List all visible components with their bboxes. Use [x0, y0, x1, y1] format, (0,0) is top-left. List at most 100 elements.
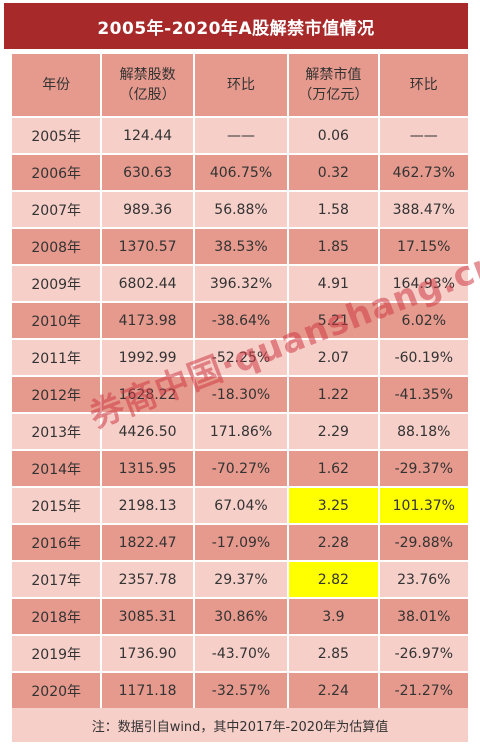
cell-value: 2.82 — [289, 562, 378, 597]
table-row: 2007年 989.36 56.88% 1.58 388.47% — [12, 192, 468, 227]
cell-value: 1.85 — [289, 229, 378, 264]
header-shares-change: 环比 — [194, 54, 288, 116]
cell-shares-chg: -18.30% — [194, 377, 288, 412]
table-row: 2012年 1628.22 -18.30% 1.22 -41.35% — [12, 377, 468, 412]
table-row: 2010年 4173.98 -38.64% 5.21 6.02% — [12, 303, 468, 338]
cell-value-chg: 388.47% — [379, 192, 468, 227]
cell-shares-chg: —— — [194, 118, 288, 153]
header-shares-line1: 解禁股数 — [119, 67, 176, 83]
cell-value: 5.21 — [289, 303, 378, 338]
cell-value-chg: 17.15% — [379, 229, 468, 264]
cell-year: 2007年 — [12, 192, 101, 227]
cell-value-chg: 101.37% — [379, 488, 468, 523]
cell-value: 4.91 — [289, 266, 378, 301]
cell-shares: 1171.18 — [102, 673, 193, 708]
cell-year: 2015年 — [12, 488, 101, 523]
cell-value: 2.07 — [289, 340, 378, 375]
cell-shares: 1370.57 — [102, 229, 193, 264]
cell-shares: 989.36 — [102, 192, 193, 227]
cell-shares: 124.44 — [102, 118, 193, 153]
cell-value: 1.22 — [289, 377, 378, 412]
cell-shares-chg: 396.32% — [194, 266, 288, 301]
cell-shares: 630.63 — [102, 155, 193, 190]
cell-year: 2020年 — [12, 673, 101, 708]
cell-value-chg: -21.27% — [379, 673, 468, 708]
cell-shares: 3085.31 — [102, 599, 193, 634]
cell-year: 2014年 — [12, 451, 101, 486]
cell-shares-chg: -38.64% — [194, 303, 288, 338]
cell-shares: 2357.78 — [102, 562, 193, 597]
table-row: 2016年 1822.47 -17.09% 2.28 -29.88% — [12, 525, 468, 560]
cell-shares: 1822.47 — [102, 525, 193, 560]
cell-shares: 1628.22 — [102, 377, 193, 412]
cell-year: 2008年 — [12, 229, 101, 264]
cell-shares-chg: -70.27% — [194, 451, 288, 486]
cell-value: 1.62 — [289, 451, 378, 486]
cell-value: 2.24 — [289, 673, 378, 708]
cell-shares: 6802.44 — [102, 266, 193, 301]
cell-value: 1.58 — [289, 192, 378, 227]
table-row: 2020年 1171.18 -32.57% 2.24 -21.27% — [12, 673, 468, 708]
cell-value: 3.9 — [289, 599, 378, 634]
unlock-data-table: 年份 解禁股数 （亿股） 环比 解禁市值 （万亿元） 环比 2005年 124.4… — [10, 52, 470, 710]
cell-value-chg: 164.93% — [379, 266, 468, 301]
cell-shares-chg: 38.53% — [194, 229, 288, 264]
cell-value-chg: -29.37% — [379, 451, 468, 486]
cell-shares: 1992.99 — [102, 340, 193, 375]
cell-value-chg: 462.73% — [379, 155, 468, 190]
cell-shares-chg: -52.25% — [194, 340, 288, 375]
table-row: 2006年 630.63 406.75% 0.32 462.73% — [12, 155, 468, 190]
table-row: 2005年 124.44 —— 0.06 —— — [12, 118, 468, 153]
cell-value: 2.28 — [289, 525, 378, 560]
cell-value-chg: -60.19% — [379, 340, 468, 375]
table-row: 2014年 1315.95 -70.27% 1.62 -29.37% — [12, 451, 468, 486]
cell-shares: 4173.98 — [102, 303, 193, 338]
cell-shares: 1736.90 — [102, 636, 193, 671]
table-row: 2018年 3085.31 30.86% 3.9 38.01% — [12, 599, 468, 634]
cell-year: 2011年 — [12, 340, 101, 375]
table-row: 2008年 1370.57 38.53% 1.85 17.15% — [12, 229, 468, 264]
cell-year: 2017年 — [12, 562, 101, 597]
cell-shares-chg: -17.09% — [194, 525, 288, 560]
cell-shares-chg: 171.86% — [194, 414, 288, 449]
cell-year: 2005年 — [12, 118, 101, 153]
table-row: 2009年 6802.44 396.32% 4.91 164.93% — [12, 266, 468, 301]
cell-shares-chg: 29.37% — [194, 562, 288, 597]
cell-shares-chg: 30.86% — [194, 599, 288, 634]
table-row: 2017年 2357.78 29.37% 2.82 23.76% — [12, 562, 468, 597]
cell-shares: 1315.95 — [102, 451, 193, 486]
cell-value: 2.29 — [289, 414, 378, 449]
header-value: 解禁市值 （万亿元） — [289, 54, 378, 116]
cell-value-chg: —— — [379, 118, 468, 153]
cell-year: 2018年 — [12, 599, 101, 634]
cell-value-chg: 6.02% — [379, 303, 468, 338]
cell-shares-chg: 406.75% — [194, 155, 288, 190]
cell-value-chg: -26.97% — [379, 636, 468, 671]
table-row: 2011年 1992.99 -52.25% 2.07 -60.19% — [12, 340, 468, 375]
table-row: 2019年 1736.90 -43.70% 2.85 -26.97% — [12, 636, 468, 671]
cell-value: 2.85 — [289, 636, 378, 671]
cell-year: 2010年 — [12, 303, 101, 338]
cell-shares-chg: -32.57% — [194, 673, 288, 708]
table-row: 2013年 4426.50 171.86% 2.29 88.18% — [12, 414, 468, 449]
cell-value: 0.32 — [289, 155, 378, 190]
header-value-line2: （万亿元） — [298, 87, 369, 103]
header-value-line1: 解禁市值 — [305, 67, 362, 83]
cell-year: 2012年 — [12, 377, 101, 412]
table-row: 2015年 2198.13 67.04% 3.25 101.37% — [12, 488, 468, 523]
cell-value-chg: -29.88% — [379, 525, 468, 560]
cell-value-chg: 38.01% — [379, 599, 468, 634]
footnote: 注：数据引自wind，其中2017年-2020年为估算值 — [12, 708, 468, 742]
header-year: 年份 — [12, 54, 101, 116]
table-title: 2005年-2020年A股解禁市值情况 — [4, 3, 468, 49]
cell-shares-chg: 56.88% — [194, 192, 288, 227]
cell-value-chg: 88.18% — [379, 414, 468, 449]
header-shares: 解禁股数 （亿股） — [102, 54, 193, 116]
cell-year: 2016年 — [12, 525, 101, 560]
cell-shares-chg: 67.04% — [194, 488, 288, 523]
cell-shares-chg: -43.70% — [194, 636, 288, 671]
header-row: 年份 解禁股数 （亿股） 环比 解禁市值 （万亿元） 环比 — [12, 54, 468, 116]
header-shares-line2: （亿股） — [119, 87, 176, 103]
cell-year: 2013年 — [12, 414, 101, 449]
cell-shares: 2198.13 — [102, 488, 193, 523]
